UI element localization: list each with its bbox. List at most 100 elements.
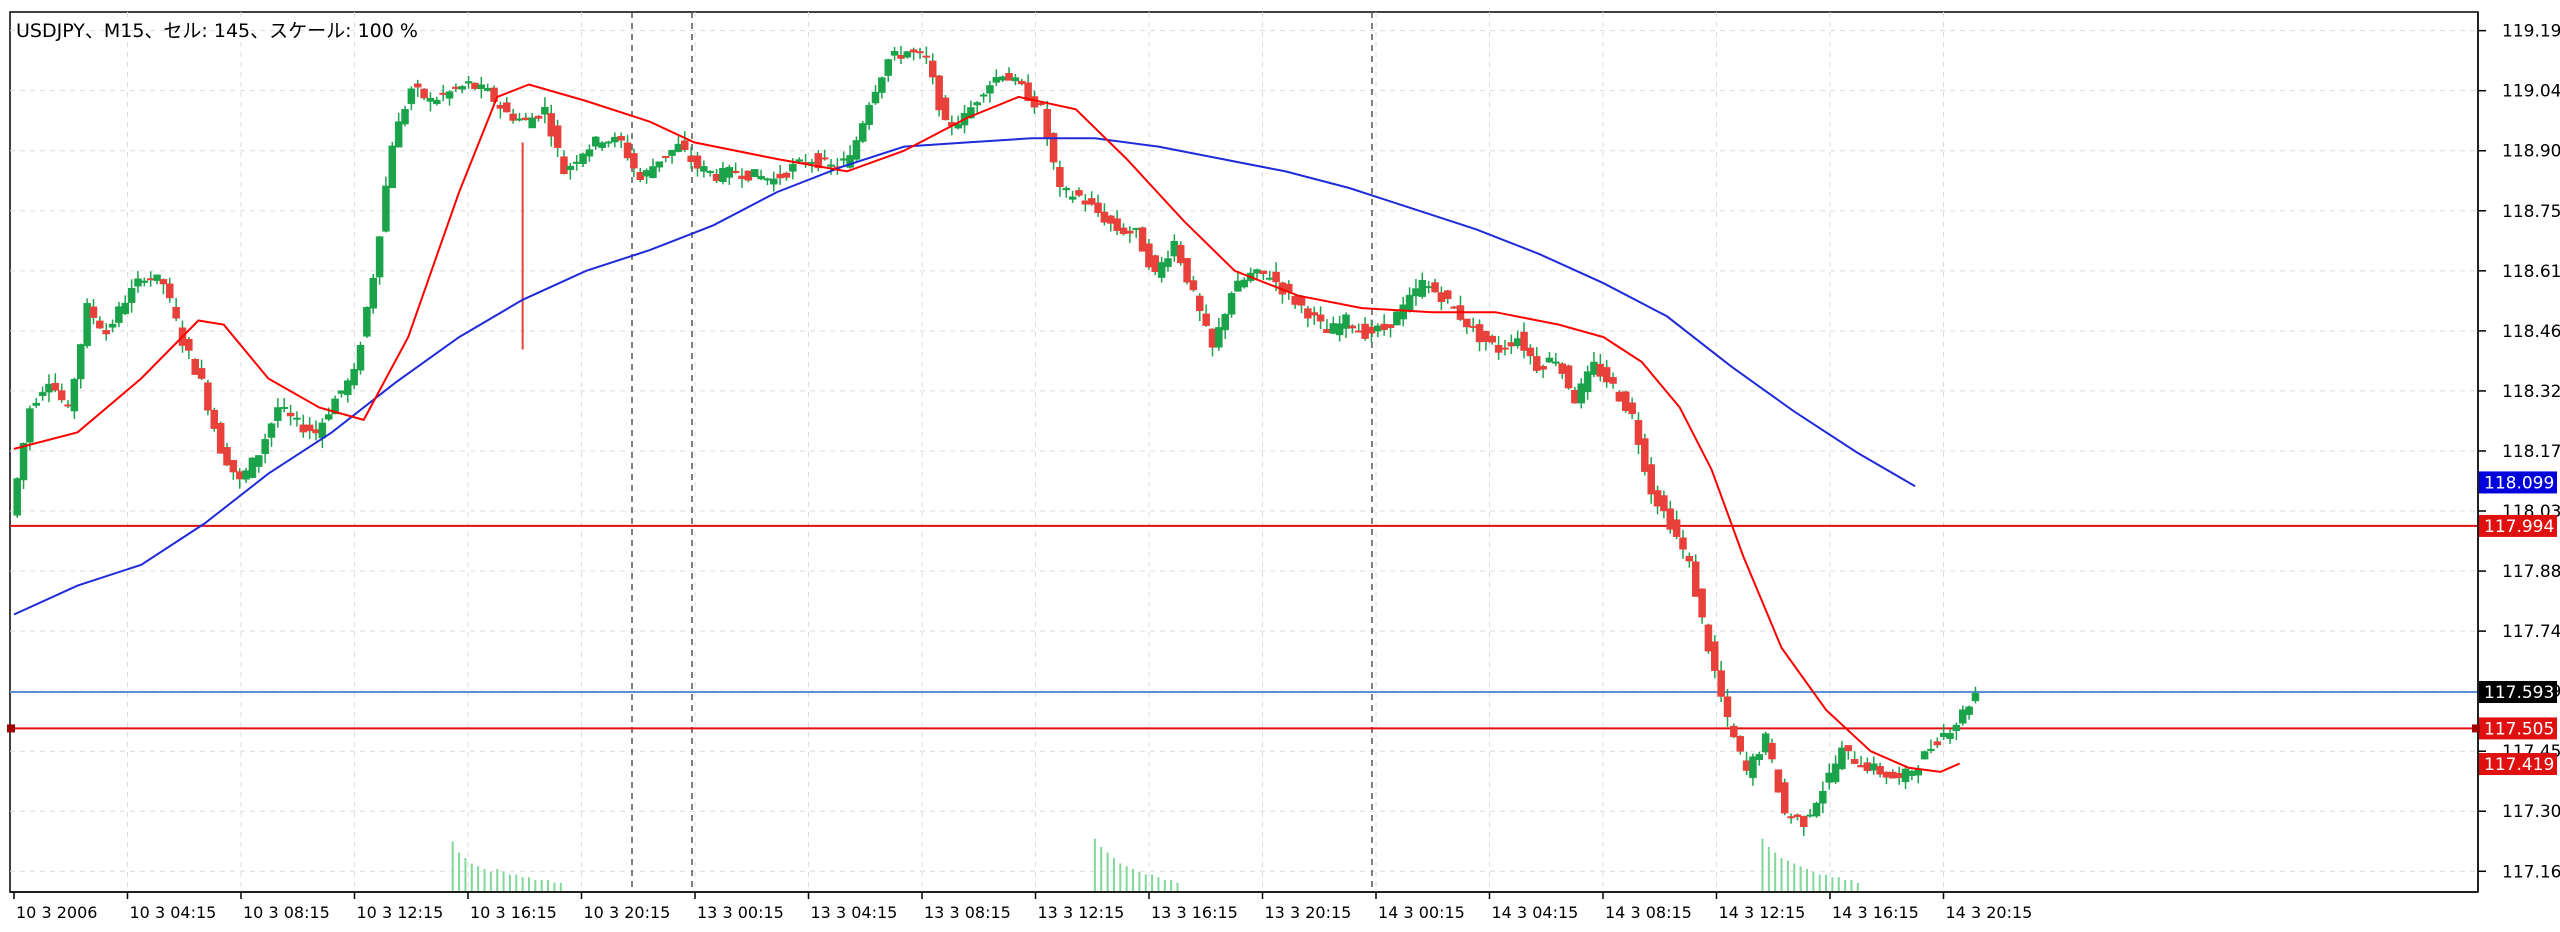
x-tick-label: 14 3 20:15 — [1946, 903, 2033, 922]
x-tick-label: 13 3 00:15 — [697, 903, 784, 922]
x-tick-label: 13 3 16:15 — [1151, 903, 1238, 922]
candle-body — [973, 102, 981, 106]
y-tick-label: 117.885 — [2502, 562, 2560, 582]
y-tick-label: 117.740 — [2502, 622, 2560, 642]
candle-body — [681, 140, 689, 151]
y-tick-label: 117.160 — [2502, 862, 2560, 882]
candle-body — [413, 83, 422, 88]
candle-body — [51, 382, 60, 391]
candle-body — [1329, 323, 1338, 334]
candle-body — [471, 82, 479, 89]
candle-body — [560, 156, 568, 175]
candle-body — [1774, 769, 1783, 793]
candle-body — [445, 91, 454, 99]
candle-body — [859, 123, 867, 142]
candle-body — [1939, 732, 1948, 738]
candle-body — [375, 236, 384, 278]
candle-body — [401, 109, 409, 125]
ma-fast-line — [13, 83, 1960, 773]
y-tick-label: 119.190 — [2502, 22, 2560, 42]
candle-body — [706, 170, 714, 173]
candle-body — [433, 99, 441, 105]
candle-body — [814, 153, 823, 169]
candle-body — [1087, 198, 1096, 205]
candle-body — [1539, 366, 1547, 370]
candle-body — [337, 390, 346, 394]
candle-body — [1348, 325, 1357, 329]
candle-body — [928, 60, 937, 78]
candle-body — [566, 165, 575, 171]
candle-body — [1507, 342, 1516, 347]
price-label-text: 117.505 — [2484, 719, 2554, 739]
candle-body — [490, 87, 498, 102]
x-tick-label: 10 3 08:15 — [243, 903, 330, 922]
candle-body — [108, 323, 117, 328]
y-tick-label: 118.755 — [2502, 202, 2560, 222]
candle-body — [496, 104, 505, 109]
candle-body — [1533, 356, 1541, 371]
candle-body — [827, 164, 835, 167]
candle-body — [1908, 770, 1916, 776]
candle-body — [407, 88, 416, 104]
candle-body — [312, 429, 320, 434]
candle-body — [1259, 270, 1268, 274]
plot-frame — [9, 11, 2479, 893]
candle-body — [1685, 555, 1694, 562]
candle-body — [1793, 814, 1802, 818]
candle-body — [1469, 325, 1477, 328]
x-tick-label: 10 3 2006 — [16, 903, 97, 922]
y-tick-label: 118.320 — [2502, 382, 2560, 402]
candle-body — [630, 153, 638, 169]
candle-body — [1196, 295, 1204, 312]
candle-body — [1463, 318, 1471, 328]
candle-body — [426, 98, 435, 102]
candle-body — [1310, 312, 1318, 316]
y-tick-label: 119.045 — [2502, 82, 2560, 102]
candle-body — [592, 136, 600, 147]
candle-body — [70, 378, 79, 412]
candle-body — [1176, 244, 1185, 264]
candle-body — [1838, 747, 1846, 770]
candle-body — [305, 424, 314, 432]
candle-body — [1730, 725, 1738, 738]
candle-body — [1691, 561, 1700, 597]
candle-body — [1698, 588, 1706, 618]
candle-body — [534, 115, 543, 119]
candle-body — [642, 170, 651, 177]
candle-body — [1221, 314, 1229, 331]
candle-body — [674, 143, 683, 152]
candle-body — [1475, 324, 1484, 343]
candle-body — [134, 278, 142, 287]
candle-body — [1590, 361, 1598, 375]
x-tick-label: 14 3 08:15 — [1605, 903, 1692, 922]
candle-body — [1145, 243, 1153, 268]
candle-body — [890, 50, 899, 56]
candle-body — [1844, 745, 1853, 752]
candle-body — [1501, 347, 1509, 350]
candle-body — [770, 178, 778, 185]
price-label-box — [2479, 680, 2557, 703]
x-tick-label: 13 3 04:15 — [811, 903, 898, 922]
candle-body — [935, 75, 943, 111]
candle-body — [280, 406, 288, 409]
candle-body — [1272, 271, 1280, 283]
candle-body — [1723, 696, 1732, 718]
candle-body — [903, 51, 912, 58]
candle-body — [579, 153, 587, 164]
candle-body — [522, 117, 530, 120]
candle-body — [89, 306, 98, 318]
candle-body — [127, 287, 136, 303]
candle-body — [331, 398, 339, 415]
candle-body — [1869, 763, 1878, 771]
candle-body — [229, 459, 238, 473]
candle-body — [1787, 816, 1795, 819]
candle-body — [909, 49, 918, 53]
candle-body — [509, 113, 517, 121]
x-tick-label: 10 3 12:15 — [357, 903, 444, 922]
candle-body — [363, 306, 371, 337]
candle-body — [1889, 771, 1897, 779]
candle-body — [1056, 167, 1064, 188]
candle-body — [1965, 706, 1973, 715]
candle-body — [725, 166, 734, 178]
